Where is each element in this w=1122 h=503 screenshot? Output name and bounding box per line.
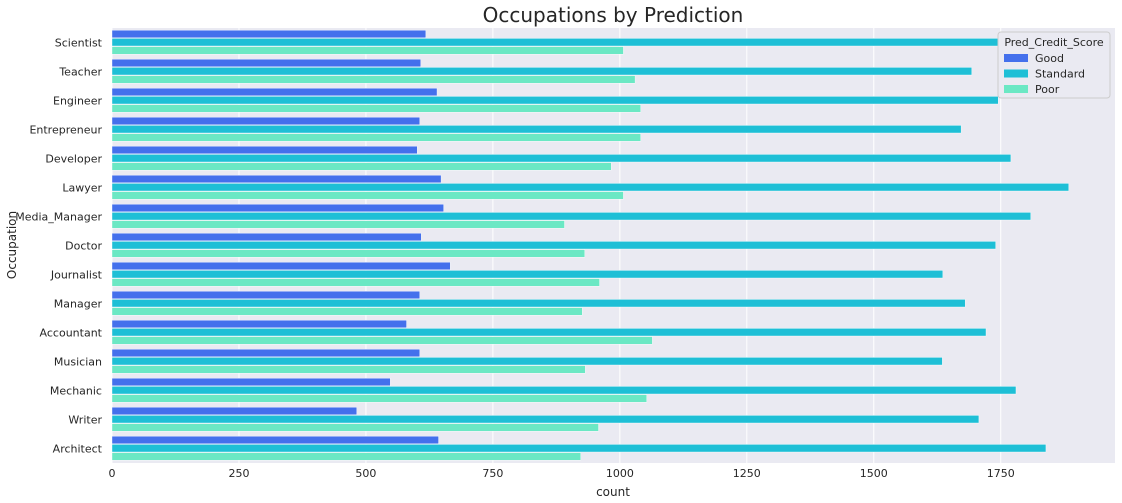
y-tick-label: Accountant: [40, 327, 103, 340]
bar-good: [111, 145, 418, 154]
bar-poor: [111, 307, 583, 316]
x-tick-label: 250: [228, 467, 249, 480]
bar-poor: [111, 394, 647, 403]
y-axis-label: Occupation: [5, 211, 19, 279]
bar-standard: [111, 415, 980, 424]
legend-swatch-poor: [1004, 85, 1028, 93]
y-tick-labels: Scientist Teacher Engineer Entrepreneur Deve…: [15, 37, 102, 456]
legend: Pred_Credit_Score Good Standard Poor: [997, 31, 1111, 99]
legend-label-standard: Standard: [1035, 68, 1085, 81]
bar-good: [111, 320, 407, 329]
bar-standard: [111, 328, 987, 337]
x-tick-label: 0: [109, 467, 116, 480]
bar-poor: [111, 75, 636, 84]
bar-standard: [111, 183, 1069, 192]
bar-standard: [111, 96, 999, 105]
x-tick-label: 500: [355, 467, 376, 480]
bar-standard: [111, 154, 1012, 163]
y-tick-label: Mechanic: [50, 385, 102, 398]
bar-standard: [111, 386, 1017, 395]
legend-label-poor: Poor: [1035, 83, 1060, 96]
bar-good: [111, 30, 427, 39]
x-axis-label: count: [596, 485, 630, 499]
y-tick-label: Media_Manager: [15, 211, 102, 224]
x-tick-label: 750: [482, 467, 503, 480]
bar-good: [111, 116, 420, 125]
legend-title: Pred_Credit_Score: [1004, 36, 1104, 49]
bar-good: [111, 262, 451, 271]
bar-standard: [111, 444, 1047, 453]
y-tick-label: Lawyer: [62, 182, 102, 195]
bar-standard: [111, 212, 1031, 221]
legend-items: Good Standard Poor: [1004, 52, 1085, 96]
bar-standard: [111, 299, 966, 308]
x-tick-labels: 0 250 500 750 1000 1250 1500 1750: [109, 467, 1015, 480]
y-tick-label: Scientist: [55, 37, 103, 50]
x-tick-label: 1000: [606, 467, 634, 480]
bar-good: [111, 87, 438, 96]
bar-good: [111, 59, 421, 68]
y-tick-label: Teacher: [58, 66, 102, 79]
legend-swatch-standard: [1004, 69, 1028, 78]
y-tick-label: Manager: [54, 298, 103, 311]
y-tick-label: Engineer: [53, 95, 102, 108]
y-tick-label: Writer: [68, 414, 102, 427]
y-tick-label: Doctor: [65, 240, 102, 253]
bar-good: [111, 174, 442, 183]
bar-good: [111, 232, 422, 241]
bar-good: [111, 203, 444, 212]
bar-poor: [111, 423, 599, 432]
bar-good: [111, 407, 357, 416]
bars: [111, 30, 1069, 461]
x-tick-label: 1500: [860, 467, 888, 480]
y-tick-label: Architect: [53, 443, 103, 456]
bar-standard: [111, 38, 999, 47]
bar-poor: [111, 452, 581, 461]
y-tick-label: Journalist: [50, 269, 103, 282]
bar-poor: [111, 336, 653, 345]
bar-good: [111, 436, 439, 445]
bar-good: [111, 291, 420, 300]
x-tick-label: 1750: [987, 467, 1015, 480]
bar-poor: [111, 278, 600, 287]
bar-poor: [111, 46, 624, 55]
bar-standard: [111, 241, 996, 250]
bar-poor: [111, 220, 565, 229]
x-tick-label: 1250: [733, 467, 761, 480]
bar-poor: [111, 133, 641, 142]
y-tick-label: Developer: [45, 153, 102, 166]
legend-label-good: Good: [1035, 52, 1064, 65]
bar-standard: [111, 357, 943, 366]
bar-poor: [111, 162, 612, 171]
legend-box: [997, 31, 1111, 99]
bar-poor: [111, 191, 624, 200]
bar-standard: [111, 67, 972, 76]
bar-poor: [111, 249, 586, 258]
bar-good: [111, 378, 391, 387]
bar-poor: [111, 365, 586, 374]
bar-standard: [111, 125, 962, 134]
chart-title: Occupations by Prediction: [483, 3, 744, 27]
y-tick-label: Entrepreneur: [29, 124, 102, 137]
legend-swatch-good: [1004, 54, 1028, 62]
bar-good: [111, 349, 420, 358]
bar-poor: [111, 104, 641, 113]
bar-standard: [111, 270, 944, 279]
y-tick-label: Musician: [54, 356, 102, 369]
